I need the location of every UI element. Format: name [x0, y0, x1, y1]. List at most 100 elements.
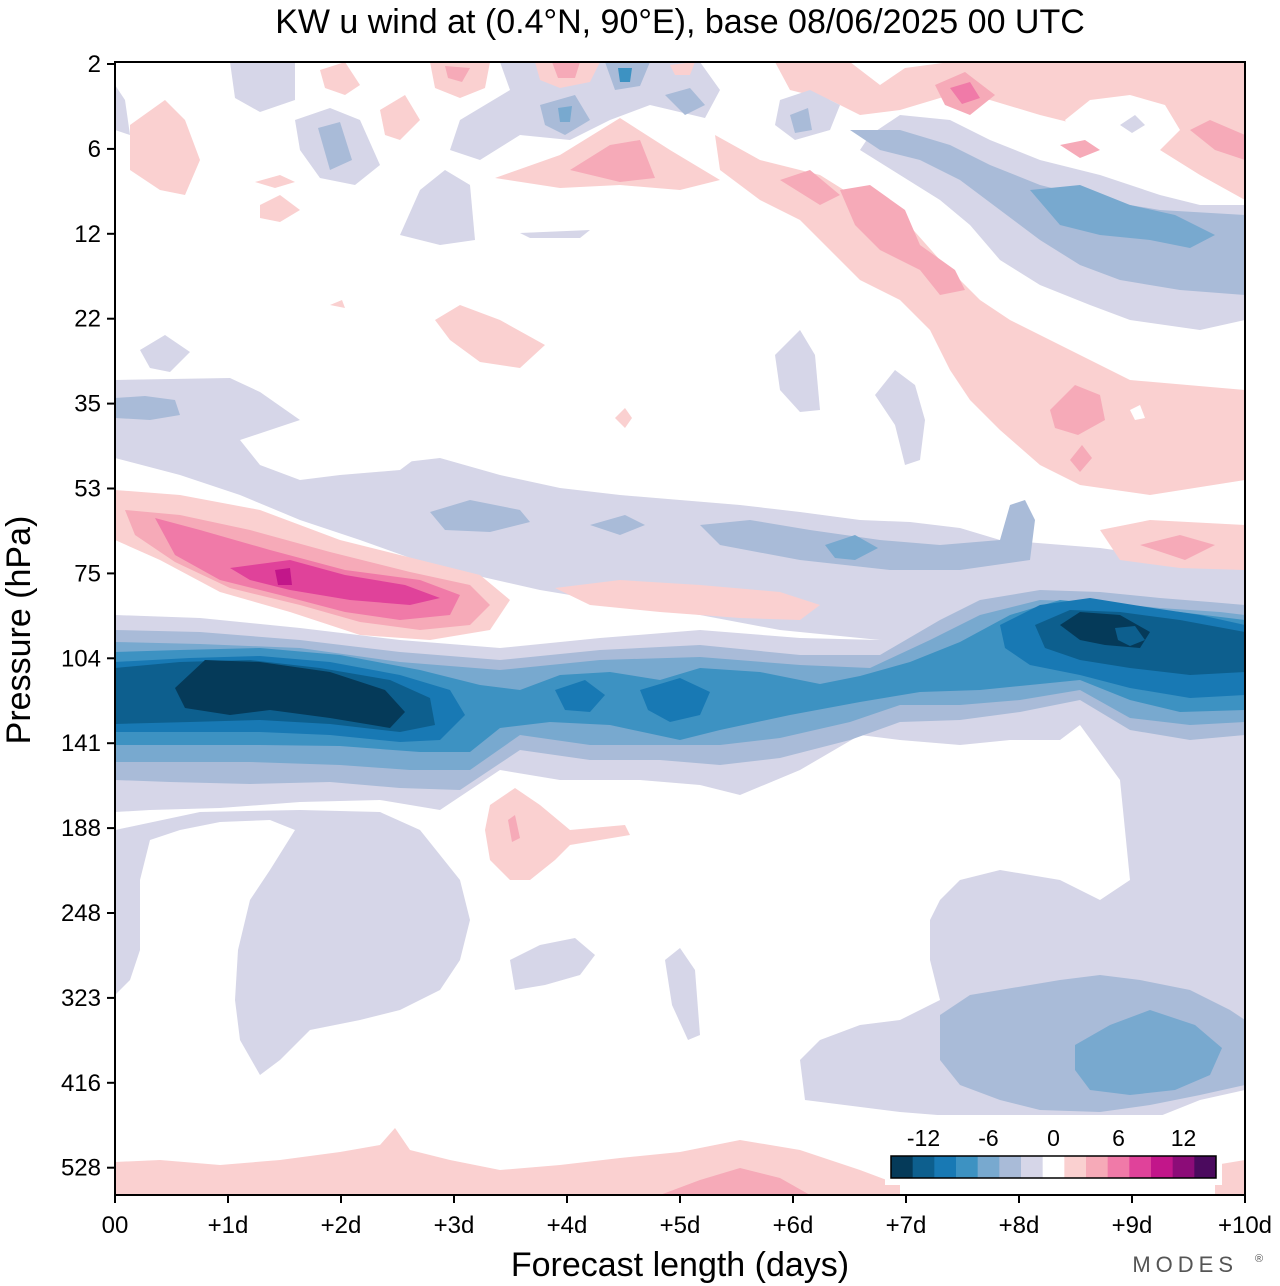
colorbar-swatch — [1042, 1156, 1065, 1178]
contour-patch — [825, 535, 878, 560]
y-tick-label: 528 — [61, 1155, 101, 1182]
contour-patch — [380, 95, 420, 140]
contour-patch — [1130, 405, 1145, 420]
contour-patch — [330, 300, 345, 308]
x-axis-label: Forecast length (days) — [511, 1246, 849, 1284]
contour-patch — [950, 82, 980, 104]
colorbar-swatch — [934, 1156, 957, 1178]
contour-patch — [260, 195, 300, 222]
y-tick-label: 323 — [61, 985, 101, 1012]
contour-patch — [618, 68, 632, 82]
contour-patch — [115, 1128, 900, 1195]
colorbar-tick-label: 0 — [1047, 1125, 1060, 1151]
contour-patch — [590, 515, 645, 535]
contour-patch — [318, 122, 352, 170]
contour-patch — [435, 305, 545, 368]
contour-patch — [510, 938, 595, 990]
colorbar-tick-label: 12 — [1171, 1125, 1197, 1151]
contour-field — [115, 62, 1245, 1195]
x-axis: 00 +1d +2d +3d +4d +5d +6d +7d +8d +9d +10d — [102, 1195, 1272, 1239]
contour-patch — [1115, 626, 1145, 646]
colorbar-swatch — [999, 1156, 1022, 1178]
contour-patch — [1120, 115, 1145, 133]
contour-patch — [790, 108, 812, 133]
y-tick-label: 6 — [88, 136, 101, 163]
contour-patch — [508, 815, 520, 842]
contour-patch — [558, 106, 572, 122]
contour-patch — [430, 500, 530, 532]
contour-patch — [1075, 1010, 1222, 1095]
colorbar-swatch — [1129, 1156, 1152, 1178]
colorbar-swatch — [977, 1156, 1000, 1178]
contour-patch — [660, 1168, 810, 1195]
contour-patch — [640, 678, 710, 722]
contour-patch — [780, 170, 840, 205]
y-axis: 2 6 12 22 35 53 75 104 141 188 248 323 416 528 — [61, 51, 115, 1182]
colorbar-swatch — [891, 1156, 914, 1178]
contour-patch — [485, 788, 630, 880]
contour-patch — [775, 330, 820, 412]
colorbar-tick-label: 6 — [1112, 1125, 1125, 1151]
chart-title: KW u wind at (0.4°N, 90°E), base 08/06/2… — [275, 3, 1085, 41]
contour-patch — [570, 140, 655, 182]
colorbar-swatch — [1107, 1156, 1130, 1178]
y-tick-label: 53 — [74, 476, 101, 503]
contour-patch — [130, 100, 200, 195]
contour-patch — [400, 170, 475, 245]
x-tick-label: 00 — [102, 1212, 129, 1239]
colorbar-swatch — [1194, 1156, 1217, 1178]
x-tick-label: +3d — [434, 1212, 475, 1239]
contour-patch — [275, 568, 292, 585]
contour-patch — [115, 810, 470, 1075]
y-tick-label: 188 — [61, 815, 101, 842]
contour-patch — [230, 62, 295, 112]
contour-patch — [445, 66, 470, 82]
contour-patch — [700, 500, 1035, 570]
colorbar-tick-label: -12 — [907, 1125, 940, 1151]
colorbar-swatch — [912, 1156, 935, 1178]
x-tick-label: +2d — [321, 1212, 362, 1239]
contour-patch — [115, 85, 130, 135]
y-tick-label: 35 — [74, 391, 101, 418]
x-tick-label: +5d — [660, 1212, 701, 1239]
y-axis-label: Pressure (hPa) — [0, 516, 38, 745]
contour-patch — [1190, 120, 1245, 160]
registered-mark: ® — [1255, 1253, 1263, 1265]
contour-patch — [1050, 385, 1105, 435]
contour-patch — [520, 230, 590, 238]
contour-patch — [850, 130, 1245, 295]
contour-patch — [320, 62, 360, 95]
x-tick-label: +9d — [1112, 1212, 1153, 1239]
x-tick-label: +10d — [1218, 1212, 1272, 1239]
contour-patch — [715, 135, 1245, 495]
x-tick-label: +1d — [208, 1212, 249, 1239]
colorbar-swatch — [1021, 1156, 1044, 1178]
modes-logo: MODES — [1132, 1252, 1238, 1277]
contour-patch — [1140, 535, 1215, 560]
y-tick-label: 141 — [61, 730, 101, 757]
contour-patch — [140, 335, 190, 372]
x-tick-label: +6d — [773, 1212, 814, 1239]
x-tick-label: +4d — [547, 1212, 588, 1239]
contour-patch — [665, 948, 700, 1040]
contour-patch — [1215, 1160, 1245, 1195]
y-tick-label: 104 — [61, 645, 101, 672]
colorbar-swatch — [1086, 1156, 1109, 1178]
colorbar-swatch — [1172, 1156, 1195, 1178]
contour-patch — [840, 185, 965, 295]
contour-patch — [665, 88, 705, 115]
contour-patch — [115, 378, 1245, 640]
y-tick-label: 248 — [61, 900, 101, 927]
colorbar-swatch — [1151, 1156, 1174, 1178]
contour-patch — [1060, 140, 1100, 158]
contour-patch — [1030, 185, 1215, 248]
colorbar-swatch — [956, 1156, 979, 1178]
contour-patch — [555, 580, 820, 620]
y-tick-label: 416 — [61, 1070, 101, 1097]
x-tick-label: +8d — [999, 1212, 1040, 1239]
contour-patch — [670, 62, 695, 75]
x-tick-label: +7d — [886, 1212, 927, 1239]
colorbar-swatch — [1064, 1156, 1087, 1178]
colorbar: -12 -6 0 6 12 — [885, 1115, 1222, 1185]
